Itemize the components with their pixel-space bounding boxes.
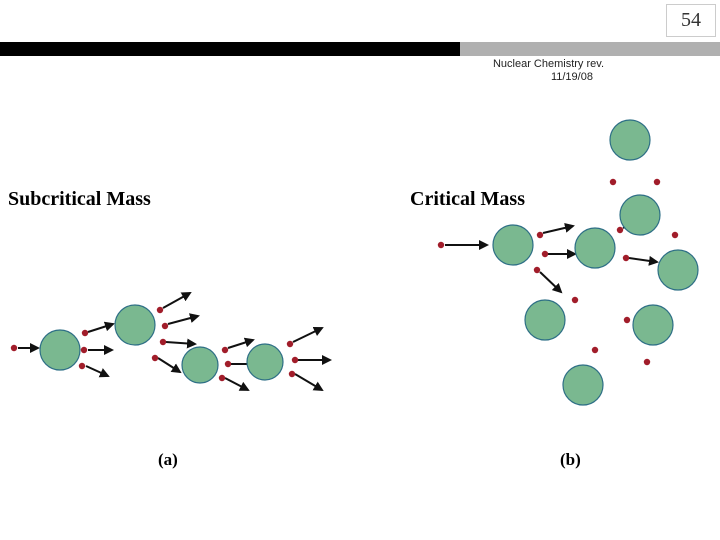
- neutron: [542, 251, 548, 257]
- panel-b-figure: [395, 110, 715, 420]
- fission-arrow: [629, 258, 657, 262]
- neutron: [287, 341, 293, 347]
- neutron: [225, 361, 231, 367]
- fission-arrow: [86, 366, 108, 376]
- panel-a-caption: (a): [158, 450, 178, 470]
- nucleus: [40, 330, 80, 370]
- neutron: [292, 357, 298, 363]
- neutron: [617, 227, 623, 233]
- nucleus: [658, 250, 698, 290]
- fission-arrow: [163, 293, 190, 308]
- panel-a-title: Subcritical Mass: [8, 188, 151, 211]
- neutron: [289, 371, 295, 377]
- nucleus: [563, 365, 603, 405]
- neutron: [644, 359, 650, 365]
- neutron: [222, 347, 228, 353]
- nucleus: [493, 225, 533, 265]
- neutron: [160, 339, 166, 345]
- panel-a-figure: [0, 280, 350, 430]
- neutron: [654, 179, 660, 185]
- nucleus: [633, 305, 673, 345]
- header-subtitle: Nuclear Chemistry rev. 11/19/08: [493, 58, 604, 83]
- fission-arrow: [540, 272, 561, 292]
- fission-arrow: [166, 342, 195, 344]
- neutron: [572, 297, 578, 303]
- neutron: [79, 363, 85, 369]
- nucleus: [182, 347, 218, 383]
- neutron: [438, 242, 444, 248]
- neutron: [534, 267, 540, 273]
- fission-arrow: [295, 374, 322, 390]
- fission-arrow: [225, 378, 248, 390]
- slide: 54 Nuclear Chemistry rev. 11/19/08 Subcr…: [0, 0, 720, 540]
- neutron: [672, 232, 678, 238]
- nucleus: [620, 195, 660, 235]
- neutron: [623, 255, 629, 261]
- fission-arrow: [293, 328, 322, 342]
- header-line-2: 11/19/08: [493, 71, 604, 84]
- fission-arrow: [543, 226, 573, 233]
- neutron: [624, 317, 630, 323]
- neutron: [219, 375, 225, 381]
- neutron: [82, 330, 88, 336]
- neutron: [81, 347, 87, 353]
- fission-arrow: [88, 324, 113, 332]
- neutron: [537, 232, 543, 238]
- nucleus: [610, 120, 650, 160]
- neutron: [152, 355, 158, 361]
- neutron: [610, 179, 616, 185]
- neutron: [592, 347, 598, 353]
- neutron: [157, 307, 163, 313]
- page-number: 54: [666, 4, 716, 37]
- header-ribbon: [0, 42, 720, 56]
- ribbon-dark: [0, 42, 460, 56]
- nucleus: [575, 228, 615, 268]
- panel-b-caption: (b): [560, 450, 581, 470]
- neutron: [11, 345, 17, 351]
- fission-arrow: [228, 340, 253, 348]
- nucleus: [247, 344, 283, 380]
- nucleus: [115, 305, 155, 345]
- nucleus: [525, 300, 565, 340]
- fission-arrow: [158, 358, 180, 372]
- ribbon-light: [460, 42, 720, 56]
- header-line-1: Nuclear Chemistry rev.: [493, 58, 604, 71]
- neutron: [162, 323, 168, 329]
- fission-arrow: [168, 316, 198, 324]
